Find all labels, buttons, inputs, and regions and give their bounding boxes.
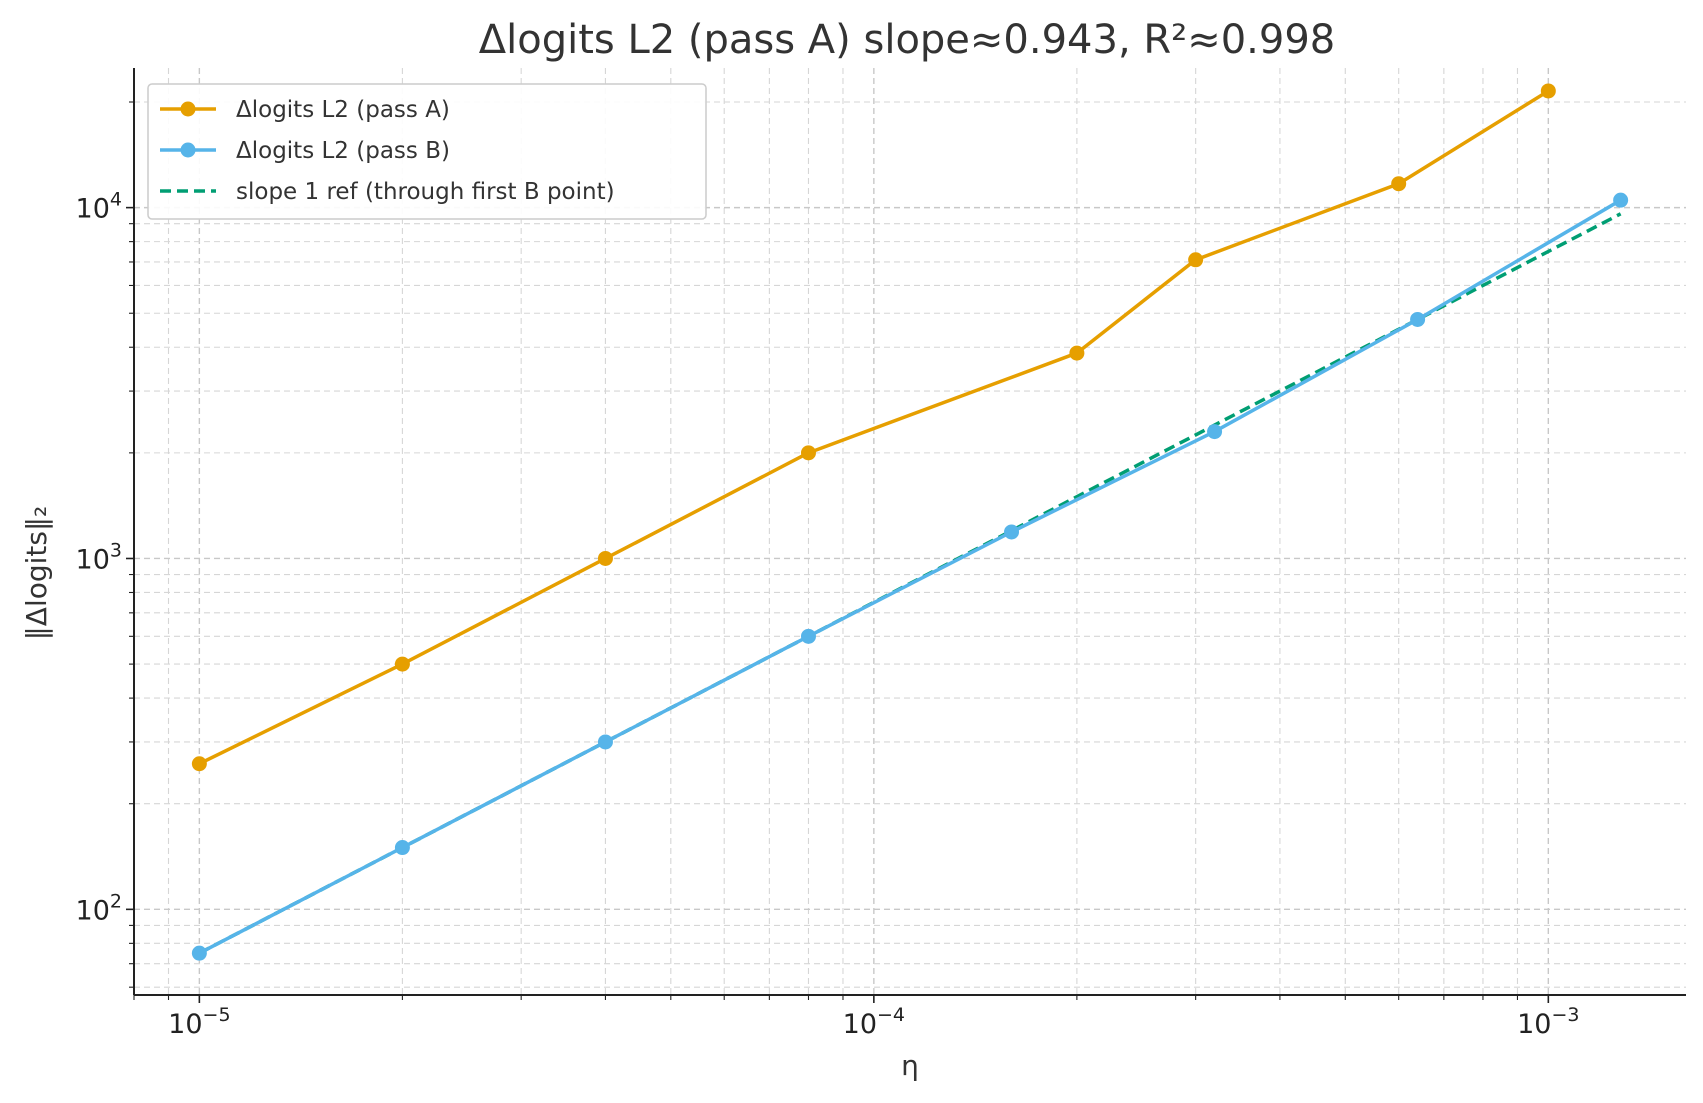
x-tick-exponent: −3 [1551,1004,1579,1026]
legend-swatch-marker [180,142,196,158]
x-tick-base: 10 [1517,1009,1551,1040]
y-tick-label: 102 [76,890,122,926]
axes [126,68,1686,1003]
legend-label: Δlogits L2 (pass A) [236,97,450,123]
series-line [197,89,1551,766]
x-tick-exponent: −4 [877,1004,905,1026]
data-point [597,734,613,750]
y-axis-label: ‖Δlogits‖₂ [20,506,53,640]
x-axis-label: η [901,1049,919,1082]
plot-series [191,83,1629,961]
data-point [1188,252,1204,268]
y-tick-base: 10 [76,194,110,225]
x-tick-label: 10−4 [843,1004,905,1040]
data-point [800,628,816,644]
x-tick-label: 10−5 [168,1004,230,1040]
y-tick-label: 104 [76,189,122,225]
data-point [1391,176,1407,192]
series-0 [191,83,1556,772]
x-tick-base: 10 [843,1009,877,1040]
data-point [1069,345,1085,361]
data-point [191,756,207,772]
y-tick-base: 10 [76,544,110,575]
data-point [1540,83,1556,99]
x-tick-label: 10−3 [1517,1004,1579,1040]
grid [133,68,1686,995]
chart-title: Δlogits L2 (pass A) slope≈0.943, R²≈0.99… [479,17,1335,63]
data-point [394,840,410,856]
legend-label: Δlogits L2 (pass B) [236,138,450,164]
y-tick-exponent: 3 [110,539,122,561]
data-point [1207,424,1223,440]
x-tick-exponent: −5 [203,1004,231,1026]
data-point [597,550,613,566]
legend: Δlogits L2 (pass A) Δlogits L2 (pass B) sl… [147,83,707,220]
data-point [1410,311,1426,327]
legend-swatch-marker [180,101,196,117]
y-tick-exponent: 4 [110,189,122,211]
series-line [197,198,1623,955]
legend-label: slope 1 ref (through first B point) [236,179,615,205]
x-tick-base: 10 [168,1009,202,1040]
data-point [1613,192,1629,208]
legend-box [147,83,707,220]
series-1 [191,192,1629,961]
data-point [394,656,410,672]
data-point [800,445,816,461]
y-tick-exponent: 2 [110,890,122,912]
data-point [1004,524,1020,540]
y-tick-label: 103 [76,539,122,575]
data-point [191,945,207,961]
y-tick-base: 10 [76,895,110,926]
